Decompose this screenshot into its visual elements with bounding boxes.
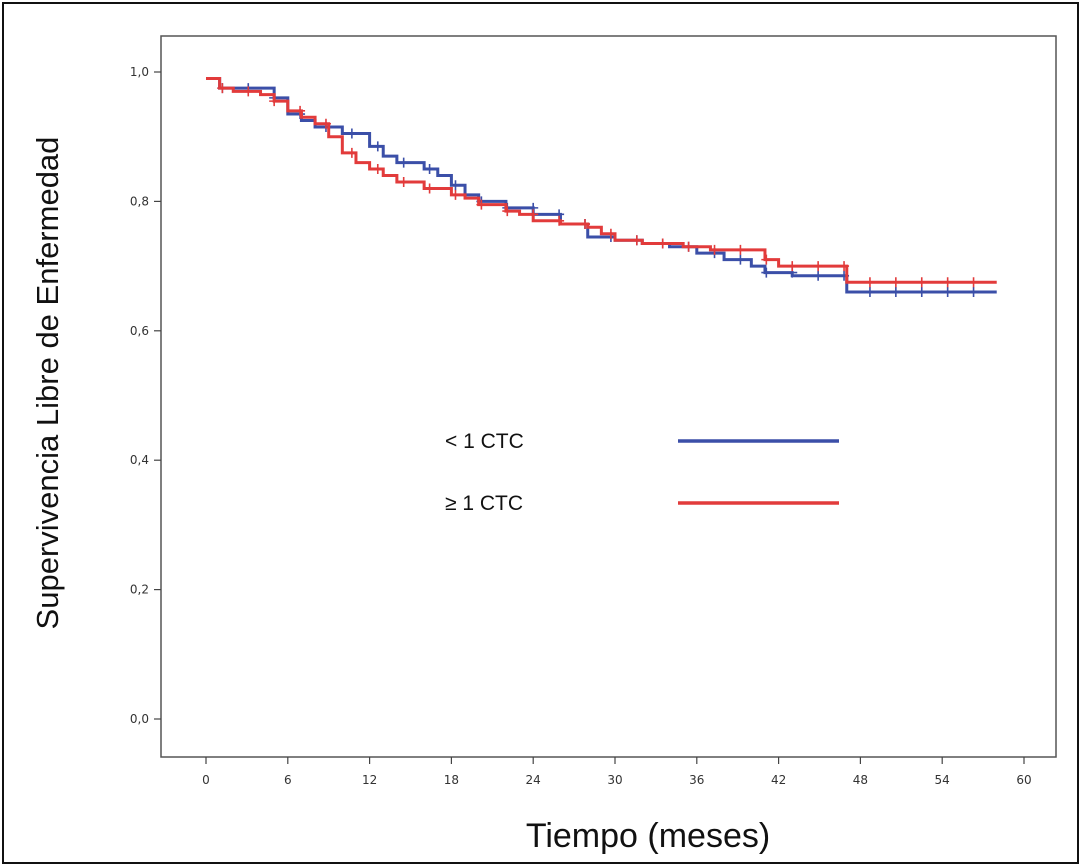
x-tick-label: 48 (853, 773, 868, 787)
plot-area (160, 35, 1057, 758)
censor-mark-0 (813, 270, 824, 281)
censor-mark-1 (683, 241, 694, 252)
censor-mark-0 (424, 164, 435, 175)
x-tick-label: 42 (771, 773, 786, 787)
x-tick-label: 60 (1016, 773, 1031, 787)
censor-mark-1 (942, 277, 953, 288)
x-tick-label: 18 (444, 773, 459, 787)
censor-mark-1 (916, 277, 927, 288)
censor-mark-1 (372, 164, 383, 175)
legend-label-0: < 1 CTC (445, 430, 524, 453)
censor-mark-1 (295, 105, 306, 116)
censor-mark-1 (346, 147, 357, 158)
series-layer (206, 76, 997, 297)
y-axis: 0,0 0,2 0,4 0,6 0,8 1,0 (130, 65, 161, 726)
censor-mark-1 (761, 254, 772, 265)
censor-mark-1 (398, 176, 409, 187)
y-tick-label: 0,6 (130, 324, 149, 338)
censor-mark-1 (424, 183, 435, 194)
y-tick-label: 1,0 (130, 65, 149, 79)
censor-mark-1 (839, 261, 850, 272)
censor-mark-0 (761, 267, 772, 278)
x-axis: 0 6 12 18 24 30 36 42 48 54 60 (202, 757, 1032, 787)
x-tick-label: 0 (202, 773, 210, 787)
x-axis-label: Tiempo (meses) (525, 817, 771, 855)
censor-mark-0 (916, 286, 927, 297)
censor-mark-1 (890, 277, 901, 288)
censor-mark-1 (631, 235, 642, 246)
censor-mark-1 (476, 199, 487, 210)
censor-mark-1 (450, 189, 461, 200)
censor-mark-1 (813, 261, 824, 272)
censor-mark-0 (735, 254, 746, 265)
y-tick-label: 0,8 (130, 194, 149, 208)
censor-mark-0 (890, 286, 901, 297)
censor-mark-1 (502, 206, 513, 217)
censor-mark-1 (605, 228, 616, 239)
censor-mark-1 (243, 86, 254, 97)
censor-mark-1 (217, 83, 228, 94)
censor-mark-1 (554, 215, 565, 226)
censor-mark-0 (864, 286, 875, 297)
x-tick-label: 6 (284, 773, 292, 787)
x-tick-label: 12 (362, 773, 377, 787)
censor-mark-1 (320, 118, 331, 129)
censor-mark-0 (942, 286, 953, 297)
censor-mark-1 (968, 277, 979, 288)
y-tick-label: 0,0 (130, 712, 149, 726)
censor-mark-1 (787, 261, 798, 272)
censor-mark-1 (528, 209, 539, 220)
censor-mark-1 (735, 244, 746, 255)
legend: < 1 CTC ≥ 1 CTC (445, 430, 839, 515)
censor-mark-1 (657, 238, 668, 249)
censor-mark-0 (968, 286, 979, 297)
censor-mark-0 (450, 180, 461, 191)
y-tick-label: 0,4 (130, 453, 149, 467)
censor-mark-0 (398, 157, 409, 168)
y-tick-label: 0,2 (130, 583, 149, 597)
censor-mark-1 (864, 277, 875, 288)
legend-label-1: ≥ 1 CTC (445, 492, 523, 515)
censor-mark-1 (709, 244, 720, 255)
censor-mark-0 (372, 141, 383, 152)
censor-mark-0 (346, 128, 357, 139)
x-tick-label: 24 (526, 773, 541, 787)
y-axis-label: Supervivencia Libre de Enfermedad (30, 136, 65, 630)
x-tick-label: 30 (607, 773, 622, 787)
censor-mark-1 (580, 219, 591, 230)
x-tick-label: 54 (935, 773, 950, 787)
censor-mark-1 (269, 96, 280, 107)
x-tick-label: 36 (689, 773, 704, 787)
